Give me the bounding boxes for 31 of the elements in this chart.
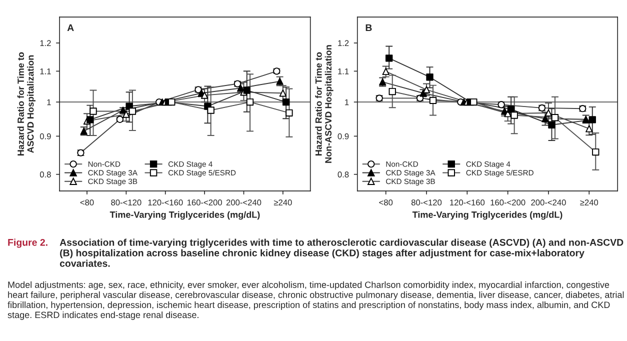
x-tick-label: 160-<200 <box>187 200 222 206</box>
y-tick-label: 0.8 <box>40 172 51 178</box>
x-axis-title: Time-Varying Triglycerides (mg/dL) <box>110 211 260 220</box>
x-tick-label: 200-<240 <box>226 200 262 206</box>
x-tick-label: <80 <box>379 200 393 206</box>
y-tick-label: 1.1 <box>40 68 51 74</box>
text: Model adjustments: age, sex, race, ethnicity, ever smoker, ever alcoholism, time-updated Charlson comorbidity index, myocardial infarction, congestive heart failure, peripheral vascular disease, cerebrovascular disease, chronic obstructive pulmonary disease, dementia, liver disease, cancer, diabetes, atrial fibrillation, hypertension, depression, ischemic heart disease, prescription of statins and prescription of nonstatins, body mass index, albumin, and CKD stage. ESRD indicates end-stage renal disease. <box>8 281 624 320</box>
y-tick-label: 0.9 <box>40 133 51 140</box>
x-tick-label: 80-<120 <box>111 200 142 206</box>
y-axis-title: Hazard Ratio for Time to Non-ASCVD Hospitalization <box>315 45 334 163</box>
text: Association of time-varying triglycerides with time to atherosclerotic cardiovascular disease (ASCVD) (A) and non-ASCVD (B) hospitalization across baseline chronic kidney disease (CKD) stages after adjustment for case-mix+laboratory covariates. <box>60 238 624 267</box>
x-tick-label: 120-<160 <box>450 200 485 206</box>
x-tick-label: ≥240 <box>274 200 292 206</box>
y-tick-label: 1 <box>47 99 51 106</box>
x-tick-label: 160-<200 <box>490 200 526 206</box>
y-tick-label: 0.9 <box>338 133 349 140</box>
x-tick-label: 80-<120 <box>411 200 442 206</box>
x-tick-label: 200-<240 <box>531 200 566 206</box>
text: B <box>366 24 372 32</box>
y-tick-label: 0.8 <box>338 172 349 178</box>
x-tick-label: <80 <box>80 200 94 206</box>
y-axis-title: Hazard Ratio for Time to ASCVD Hospitalization <box>17 52 36 156</box>
text: A <box>67 24 74 32</box>
y-tick-label: 1 <box>345 99 349 106</box>
y-tick-label: 1.2 <box>338 40 349 46</box>
caption: Figure 2. <box>8 238 48 248</box>
x-tick-label: ≥240 <box>580 200 598 206</box>
x-tick-label: 120-<160 <box>148 200 183 206</box>
y-tick-label: 1.1 <box>338 68 349 74</box>
x-axis-title: Time-Varying Triglycerides (mg/dL) <box>412 211 562 220</box>
y-tick-label: 1.2 <box>40 40 51 46</box>
